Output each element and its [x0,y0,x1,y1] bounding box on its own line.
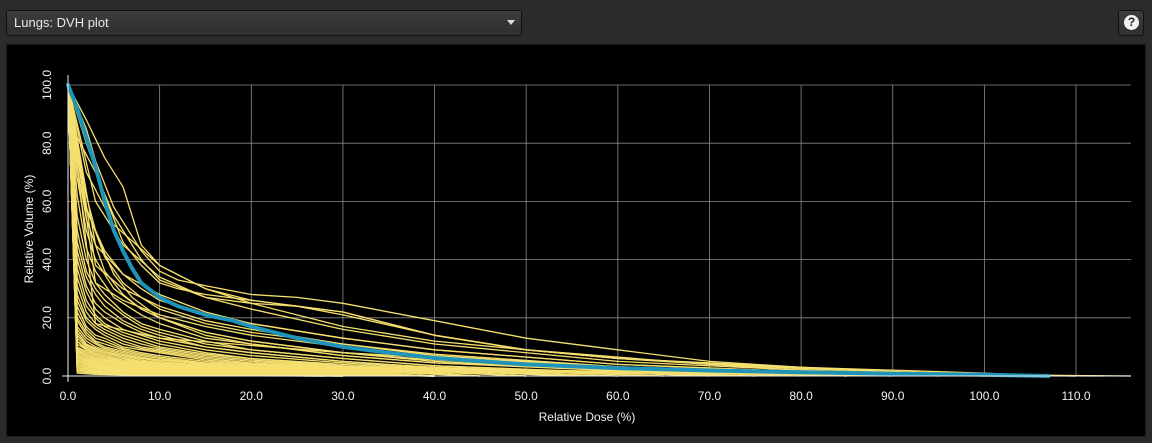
x-tick-label: 100.0 [969,389,999,403]
x-tick-label: 60.0 [606,389,630,403]
y-tick-label: 60.0 [40,189,54,213]
x-axis-label: Relative Dose (%) [539,410,636,424]
help-button[interactable]: ? [1118,10,1144,36]
y-axis-label: Relative Volume (%) [22,175,36,284]
grid [67,84,1131,377]
x-tick-label: 50.0 [515,389,539,403]
dvh-curve [67,84,1077,377]
dvh-curve [67,84,1132,377]
x-tick-label: 10.0 [148,389,172,403]
y-tick-label: 0.0 [40,367,54,384]
dvh-curve [67,84,939,377]
dvh-curve [67,84,756,377]
y-tick-label: 40.0 [40,248,54,272]
x-tick-label: 90.0 [881,389,905,403]
chevron-down-icon [507,20,515,25]
dvh-curve [67,84,435,377]
dvh-plot-panel: 0.0 10.0 20.0 30.0 40.0 50.0 60.0 70.0 80.0 90.0 1… [6,44,1146,437]
plot-selector-dropdown[interactable]: Lungs: DVH plot [6,10,522,36]
x-tick-label: 110.0 [1061,389,1090,403]
x-tick-label: 20.0 [240,389,264,403]
dvh-curve [67,84,1049,377]
y-tick-label: 20.0 [40,306,54,330]
dvh-curve [67,84,664,377]
x-tick-label: 80.0 [789,389,813,403]
x-tick-label: 70.0 [698,389,722,403]
dvh-curve [67,84,1077,377]
x-tick-label: 40.0 [423,389,447,403]
series-layer [66,83,1132,378]
x-tick-label: 0.0 [60,389,77,403]
dvh-curve [67,84,1104,377]
dvh-curve [67,84,1049,377]
highlighted-dvh-curve [66,83,1051,378]
axes: 0.0 10.0 20.0 30.0 40.0 50.0 60.0 70.0 80.0 90.0 1… [40,70,1131,403]
dvh-curve [67,84,847,377]
y-tick-label: 80.0 [40,131,54,155]
dvh-curve [67,84,1095,377]
x-tick-label: 30.0 [331,389,355,403]
dvh-curve [67,84,893,377]
dvh-curve [67,84,756,377]
dvh-curve [67,84,1031,377]
help-icon: ? [1124,15,1139,30]
dvh-curve [67,84,1031,377]
dvh-curve [67,84,847,377]
dvh-curve [67,84,664,377]
dvh-chart: 0.0 10.0 20.0 30.0 40.0 50.0 60.0 70.0 80.0 90.0 1… [22,70,1132,424]
dvh-curve [67,84,847,377]
dvh-curve [67,84,1049,377]
plot-selector-value: Lungs: DVH plot [14,15,109,30]
y-tick-label: 100.0 [40,70,54,100]
dvh-curve [67,84,710,377]
